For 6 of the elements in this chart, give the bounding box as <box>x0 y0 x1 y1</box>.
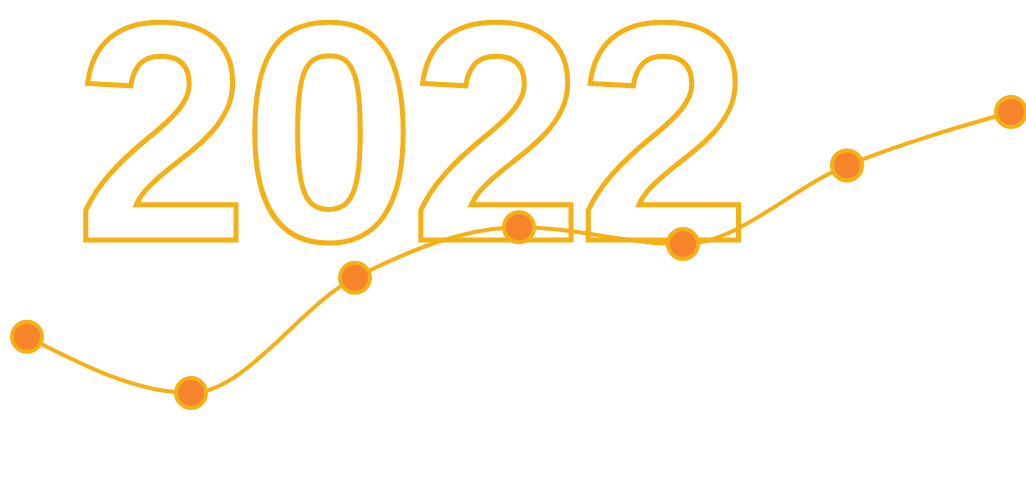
chart-title: 2022 <box>74 0 746 306</box>
point <box>174 376 208 410</box>
point <box>10 319 44 354</box>
point <box>338 260 372 295</box>
point <box>830 148 864 183</box>
point <box>994 95 1026 129</box>
